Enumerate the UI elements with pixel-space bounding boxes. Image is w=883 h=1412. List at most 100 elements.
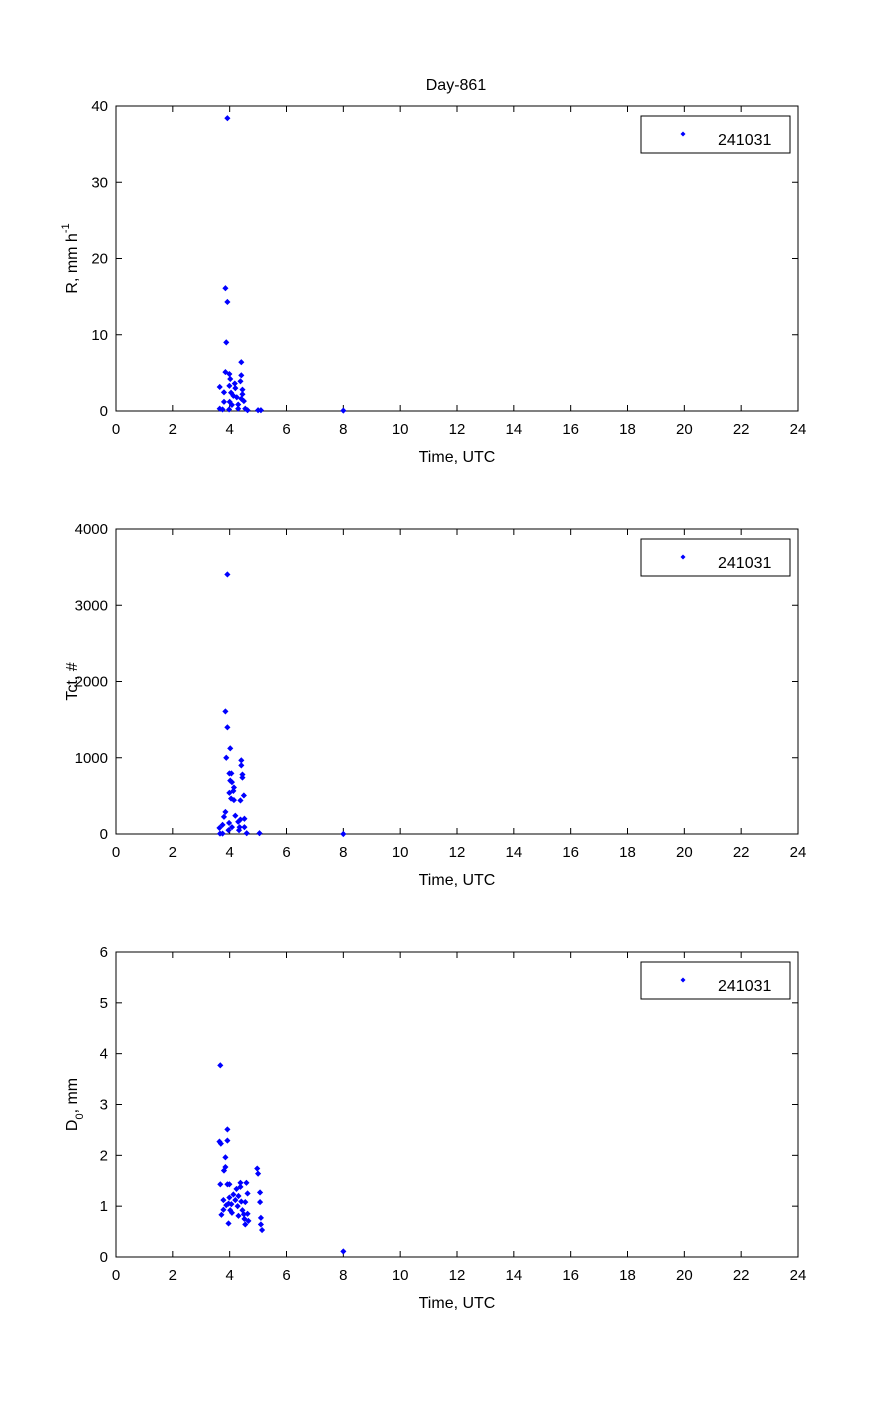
data-point [219,821,226,828]
y-tick-label: 10 [91,327,108,344]
data-point [235,401,242,408]
y-axis-label-suffix: , mm [64,1078,81,1114]
y-tick-label: 3000 [75,597,108,614]
x-tick-label: 24 [790,421,807,438]
x-tick-label: 0 [112,1267,120,1284]
data-point [226,1181,233,1188]
x-axis-label: Time, UTC [419,449,496,466]
data-point [244,1210,251,1217]
x-tick-label: 14 [505,1267,522,1284]
x-axis-label: Time, UTC [419,1295,496,1312]
data-point [226,406,233,413]
data-point [222,808,229,815]
legend-marker [680,131,686,137]
y-tick-label: 2 [100,1147,108,1164]
data-point [257,1214,264,1221]
data-point [230,797,237,804]
data-point [228,1209,236,1216]
data-point [239,774,246,781]
legend: 241031 [640,115,791,154]
y-tick-label: 40 [91,98,108,115]
data-point [340,830,347,838]
data-point [217,1062,224,1069]
data-point [227,745,234,752]
subplot-2: 0 2 4 6 8 10 12 14 16 18 20 22 2401000200030004000Ti… [64,521,806,889]
x-tick-label: 10 [392,1267,409,1284]
x-tick-label: 18 [619,844,636,861]
data-point [225,827,232,834]
x-tick-label: 24 [790,1267,807,1284]
x-tick-label: 16 [562,421,579,438]
x-tick-label: 20 [676,844,693,861]
x-tick-label: 2 [169,1267,177,1284]
y-axis-label: D0, mm [64,1078,86,1131]
data-point [245,1217,252,1224]
y-tick-label: 20 [91,251,108,268]
data-point [257,1221,264,1228]
legend-label: 241031 [718,978,771,995]
legend-box [640,115,791,154]
data-point [232,1197,239,1204]
data-point [224,1137,231,1144]
x-tick-label: 14 [505,844,522,861]
y-axis-label: Tct, # [64,662,81,700]
x-tick-label: 24 [790,844,807,861]
x-tick-label: 8 [339,421,347,438]
data-point [240,398,247,405]
x-tick-label: 8 [339,1267,347,1284]
data-point [216,824,223,831]
legend-label: 241031 [718,132,771,149]
data-point [219,830,226,837]
data-point [226,789,233,796]
x-tick-label: 4 [225,844,233,861]
x-tick-label: 18 [619,1267,636,1284]
axes-box [115,528,799,835]
data-point [228,1201,235,1208]
x-tick-label: 20 [676,421,693,438]
data-point [225,1220,232,1227]
x-tick-label: 2 [169,421,177,438]
data-point [241,815,248,822]
chart-title: Day-861 [426,77,487,94]
data-point [237,378,244,385]
y-tick-label: 0 [100,826,108,843]
data-point [222,285,229,292]
data-point [340,1248,347,1255]
data-point [217,1181,224,1188]
data-point [222,369,229,376]
x-tick-label: 6 [282,844,290,861]
x-tick-label: 6 [282,421,290,438]
data-point [244,1190,251,1197]
data-point [224,115,231,122]
data-point [238,359,245,366]
legend-marker [680,977,686,983]
x-tick-label: 0 [112,844,120,861]
data-point [237,1179,244,1186]
x-tick-label: 8 [339,844,347,861]
data-point [238,762,245,769]
axes-box [115,105,799,412]
data-point [224,571,231,578]
x-tick-label: 22 [733,844,750,861]
data-point [235,818,242,825]
data-point [230,787,237,794]
x-tick-label: 12 [449,421,466,438]
data-point [235,1212,242,1219]
legend: 241031 [640,961,791,1000]
data-point [233,394,240,401]
data-point [228,401,236,408]
data-point [235,1192,242,1200]
data-point [233,1185,240,1192]
y-axis-label: R, mm h-1 [60,223,81,293]
data-point [223,754,230,761]
data-point [258,1226,266,1234]
data-point [257,407,264,414]
data-point [242,1221,249,1228]
x-tick-label: 0 [112,421,120,438]
data-point [226,398,233,405]
x-tick-label: 4 [225,1267,233,1284]
data-point [220,398,228,405]
data-point [220,813,228,820]
